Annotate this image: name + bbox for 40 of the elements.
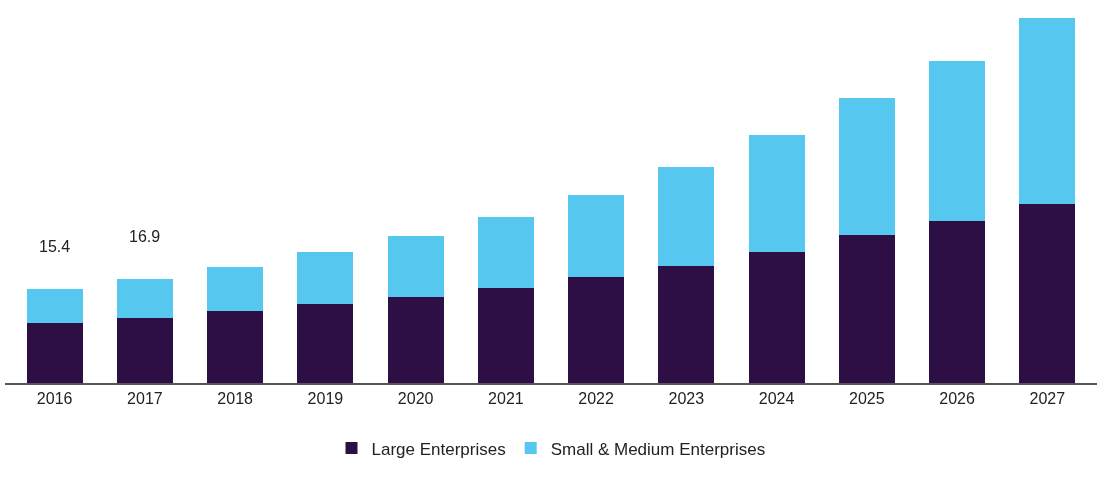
bar: [568, 277, 625, 383]
x-tick-label: 2021: [488, 389, 524, 407]
x-tick-label: 2016: [36, 389, 73, 407]
bar: [658, 265, 715, 383]
x-tick-label: 2027: [1029, 389, 1066, 407]
bar: [116, 318, 173, 383]
bar: [297, 252, 354, 305]
bar: [748, 251, 805, 383]
bar: [477, 216, 534, 289]
x-tick-label: 2020: [397, 389, 434, 407]
bar: [26, 289, 83, 324]
bar: [568, 195, 625, 278]
bar: [297, 304, 354, 383]
bar: [748, 134, 805, 252]
x-tick-label: 2024: [758, 389, 795, 407]
x-tick-label: 2017: [127, 389, 163, 407]
x-tick-label: 2025: [849, 389, 885, 407]
bar: [1019, 18, 1076, 205]
x-tick-label: 2023: [668, 389, 705, 407]
bar: [116, 278, 173, 319]
bar: [477, 288, 534, 383]
bar: [929, 61, 986, 221]
bar: [1019, 204, 1076, 383]
bar: [387, 235, 444, 297]
legend-label: Small & Medium Enterprises: [550, 439, 766, 459]
bar: [838, 98, 895, 236]
x-tick-label: 2022: [578, 389, 615, 407]
bar: [387, 296, 444, 383]
bar: [838, 235, 895, 383]
bar: [26, 323, 83, 383]
bar: [207, 311, 264, 383]
bar: [207, 266, 264, 312]
annotation: 16.9: [129, 228, 161, 245]
legend-label: Large Enterprises: [371, 439, 506, 459]
bar: [658, 166, 715, 266]
bar: [929, 220, 986, 383]
x-tick-label: 2019: [307, 389, 344, 407]
x-tick-label: 2018: [217, 389, 254, 407]
x-tick-label: 2026: [939, 389, 976, 407]
annotation: 15.4: [39, 238, 71, 255]
